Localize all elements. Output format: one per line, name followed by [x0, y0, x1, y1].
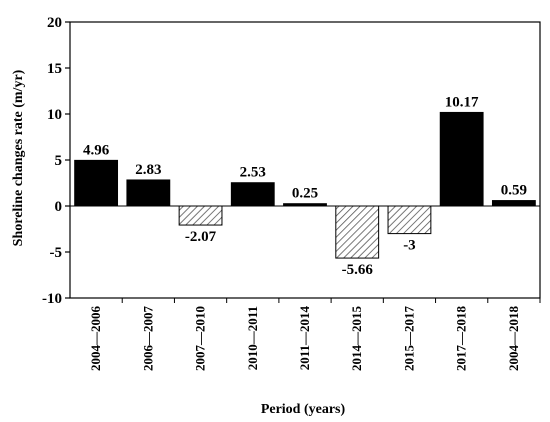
- x-tick-label: 2006—2007: [140, 306, 155, 372]
- bar: [439, 111, 484, 207]
- y-tick-label: 10: [47, 107, 62, 123]
- x-tick-label: 2004—2018: [506, 306, 521, 372]
- y-axis-ticks: -10 -5 0 5 10 15 20: [42, 15, 70, 307]
- data-label: 0.25: [292, 186, 318, 202]
- y-tick-label: 15: [47, 61, 62, 77]
- data-label: -2.07: [185, 229, 217, 245]
- y-axis-title: Shoreline changes rate (m/yr): [11, 69, 26, 246]
- bars-group: [74, 111, 536, 259]
- y-tick-label: 5: [55, 153, 63, 169]
- y-tick-label: -10: [42, 291, 62, 307]
- bar: [230, 182, 275, 207]
- data-label: 4.96: [83, 142, 110, 158]
- data-label: -5.66: [342, 262, 374, 278]
- data-label: 2.83: [135, 162, 161, 178]
- x-axis-ticks: 2004—2006 2006—2007 2007—2010 2010—2011 2011…: [88, 298, 541, 372]
- data-label: -3: [403, 238, 416, 254]
- bar: [283, 203, 327, 207]
- data-label: 2.53: [240, 165, 266, 181]
- bar: [178, 205, 223, 226]
- x-tick-label: 2010—2011: [245, 306, 260, 370]
- x-tick-label: 2014—2015: [349, 306, 364, 372]
- data-label: 10.17: [445, 94, 479, 110]
- bar: [387, 205, 432, 235]
- bar: [126, 179, 171, 207]
- bar: [335, 205, 380, 259]
- data-labels: 4.96 2.83 -2.07 2.53 0.25 -5.66 -3 10.17 0.59: [83, 94, 527, 278]
- x-tick-label: 2004—2006: [88, 306, 103, 372]
- x-tick-label: 2007—2010: [193, 306, 208, 371]
- bar: [74, 159, 119, 207]
- bar: [491, 200, 536, 207]
- y-tick-label: -5: [50, 245, 63, 261]
- y-tick-label: 20: [47, 15, 62, 31]
- x-tick-label: 2017—2018: [454, 306, 469, 372]
- x-tick-label: 2015—2017: [401, 306, 416, 372]
- x-axis-title: Period (years): [261, 402, 346, 417]
- y-tick-label: 0: [55, 199, 63, 215]
- x-tick-label: 2011—2014: [297, 306, 312, 371]
- data-label: 0.59: [501, 183, 527, 199]
